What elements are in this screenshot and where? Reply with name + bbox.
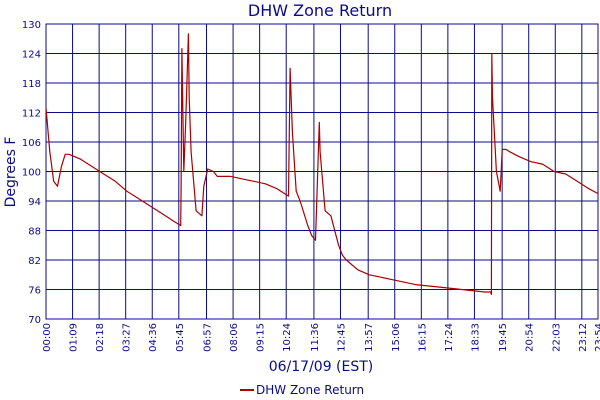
y-axis-label: Degrees F <box>3 137 19 208</box>
x-tick-label: 18:33 <box>470 323 481 352</box>
series-line <box>45 33 599 295</box>
y-tick-label: 106 <box>22 138 41 149</box>
y-tick-label: 70 <box>28 315 41 326</box>
x-tick-label: 10:24 <box>282 323 293 352</box>
x-tick-label: 02:18 <box>95 323 106 352</box>
x-tick-label: 15:06 <box>391 323 402 352</box>
series-layer <box>45 33 599 295</box>
x-tick-label: 20:54 <box>525 323 536 352</box>
y-tick-label: 124 <box>22 50 41 61</box>
x-tick-label: 00:00 <box>42 323 53 352</box>
y-tick-label: 112 <box>22 109 41 120</box>
y-tick-label: 130 <box>22 20 41 31</box>
x-tick-label: 03:27 <box>122 323 133 352</box>
x-tick-label: 13:57 <box>364 323 375 352</box>
x-tick-label: 09:15 <box>256 323 267 352</box>
y-tick-label: 76 <box>28 286 41 297</box>
plot-area <box>45 23 599 320</box>
x-tick-label: 17:24 <box>444 323 455 352</box>
x-tick-label: 12:45 <box>336 323 347 352</box>
y-tick-label: 118 <box>22 79 41 90</box>
legend-label: DHW Zone Return <box>256 383 364 397</box>
legend: DHW Zone Return <box>240 383 364 397</box>
x-tick-label: 04:36 <box>148 323 159 352</box>
y-tick-label: 94 <box>28 197 41 208</box>
x-tick-labels: 00:00 01:09 02:18 03:27 04:36 05:45 06:57 08:06… <box>42 323 600 352</box>
x-tick-label: 22:03 <box>551 323 562 352</box>
y-tick-label: 100 <box>22 168 41 179</box>
x-axis-label: 06/17/09 (EST) <box>269 359 374 375</box>
y-tick-labels: 70 76 82 88 94 100 106 112 118 124 130 <box>22 20 41 326</box>
x-tick-label: 23:12 <box>578 323 589 352</box>
x-tick-label: 01:09 <box>69 323 80 352</box>
x-tick-label: 06:57 <box>203 323 214 352</box>
x-tick-label: 23:54 <box>594 323 600 352</box>
x-tick-label: 08:06 <box>229 323 240 352</box>
y-tick-label: 88 <box>28 227 41 238</box>
x-tick-label: 11:36 <box>310 323 321 352</box>
y-tick-label: 82 <box>28 256 41 267</box>
x-tick-label: 19:45 <box>498 323 509 352</box>
x-tick-label: 05:45 <box>175 323 186 352</box>
chart-title: DHW Zone Return <box>248 1 392 20</box>
x-tick-label: 16:15 <box>417 323 428 352</box>
